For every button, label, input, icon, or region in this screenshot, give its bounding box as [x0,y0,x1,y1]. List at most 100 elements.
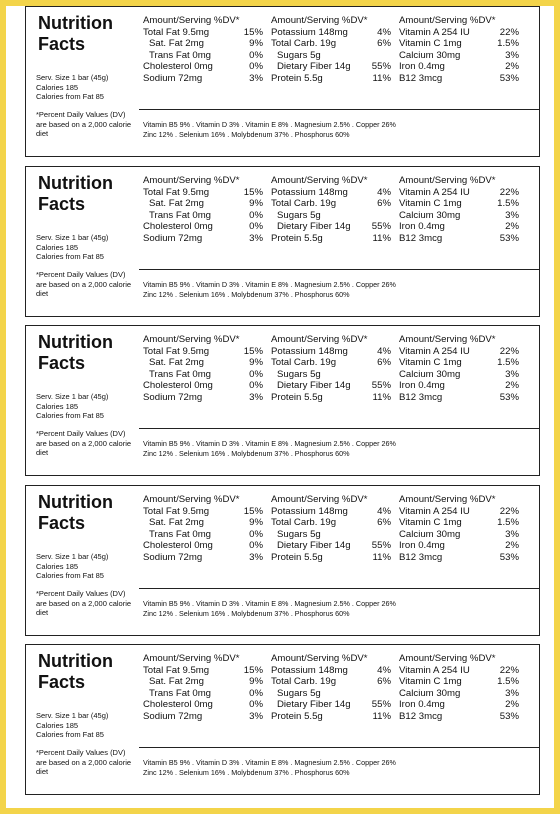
nutrient-dv: 55% [371,699,391,710]
micronutrient-line: Zinc 12% . Selenium 16% . Molybdenum 37%… [143,609,350,618]
nutrient-name: Potassium 148mg [271,345,348,357]
nutrient-dv: 0% [249,380,263,391]
nutrient-dv: 53% [499,551,519,563]
title-line: Nutrition [38,13,113,33]
nutrient-dv: 0% [249,221,263,232]
nutrient-name: Vitamin A 254 IU [399,664,470,676]
title-line: Nutrition [38,651,113,671]
nutrient-name: Vitamin C 1mg [399,517,462,528]
micronutrient-line: Zinc 12% . Selenium 16% . Molybdenum 37%… [143,449,350,458]
nutrient-dv: 0% [249,540,263,551]
micronutrient-line: Zinc 12% . Selenium 16% . Molybdenum 37%… [143,768,350,777]
nutrient-dv: 11% [372,710,392,722]
nutrient-dv: 9% [249,198,263,209]
nutrient-name: Dietary Fiber 14g [277,540,351,551]
nutrient-row: Sodium 72mg 3% [143,392,263,404]
nutrition-label: Nutrition Facts Serv. Size 1 bar (45g) Calo… [25,485,540,636]
nutrient-row: Iron 0.4mg 2% [399,221,519,233]
nutrient-row: Dietary Fiber 14g 55% [271,380,391,392]
nutrient-dv: 3% [249,391,263,403]
nutrient-row: Potassium 148mg 4% [271,346,391,358]
nutrient-name: Protein 5.5g [271,232,323,244]
nutrient-row: Sodium 72mg 3% [143,552,263,564]
nutrient-dv: 11% [372,391,392,403]
serving-line: Calories from Fat 85 [36,252,104,261]
nutrient-dv: 2% [505,699,519,710]
nutrient-name: Total Fat 9.5mg [143,186,210,198]
nutrient-name: Iron 0.4mg [399,380,445,391]
nutrient-row: Sat. Fat 2mg 9% [143,357,263,369]
nutrient-name: Total Carb. 19g [271,517,337,528]
nutrient-dv: 4% [377,186,391,198]
nutrient-column: Amount/Serving %DV* Vitamin A 254 IU 22% Vi… [399,175,519,244]
nutrient-dv: 22% [499,186,519,198]
nutrient-column: Amount/Serving %DV* Total Fat 9.5mg 15% Sat… [143,175,263,244]
nutrient-dv: 3% [505,49,519,61]
nutrient-name: Sat. Fat 2mg [149,357,204,368]
nutrient-name: Cholesterol 0mg [143,221,213,232]
nutrient-name: Potassium 148mg [271,505,348,517]
nutrient-dv: 1.5% [497,198,519,209]
nutrient-dv: 22% [499,505,519,517]
nutrient-row: Dietary Fiber 14g 55% [271,540,391,552]
column-header: Amount/Serving %DV* [143,15,240,26]
micronutrient-line: Vitamin B5 9% . Vitamin D 3% . Vitamin E… [143,758,396,767]
nutrient-dv: 9% [249,676,263,687]
column-header: Amount/Serving %DV* [399,15,496,26]
column-header: Amount/Serving %DV* [271,653,368,664]
nutrient-column: Amount/Serving %DV* Vitamin A 254 IU 22% Vi… [399,494,519,563]
nutrient-name: Potassium 148mg [271,664,348,676]
nutrient-row: Total Fat 9.5mg 15% [143,506,263,518]
column-header: Amount/Serving %DV* [143,494,240,505]
nutrient-dv: 0% [249,699,263,710]
column-header: Amount/Serving %DV* [271,15,368,26]
nutrient-dv: 0% [249,528,263,540]
nutrient-name: Vitamin A 254 IU [399,505,470,517]
nutrient-row: Calcium 30mg 3% [399,529,519,541]
nutrition-label: Nutrition Facts Serv. Size 1 bar (45g) Calo… [25,6,540,157]
nutrient-dv: 3% [249,232,263,244]
nutrient-column: Amount/Serving %DV* Vitamin A 254 IU 22% Vi… [399,334,519,403]
dv-footnote: *Percent Daily Values (DV) are based on … [36,429,132,457]
micronutrient-list: Vitamin B5 9% . Vitamin D 3% . Vitamin E… [143,120,533,140]
nutrient-dv: 9% [249,38,263,49]
column-header: Amount/Serving %DV* [143,653,240,664]
nutrient-dv: 4% [377,26,391,38]
nutrient-row: B12 3mcg 53% [399,552,519,564]
nutrient-row: Trans Fat 0mg 0% [143,529,263,541]
serving-line: Calories 185 [36,242,79,252]
nutrient-dv: 3% [249,551,263,563]
nutrient-column: Amount/Serving %DV* Total Fat 9.5mg 15% Sat… [143,653,263,722]
section-divider [139,109,539,110]
nutrient-name: Protein 5.5g [271,710,323,722]
nutrient-name: Vitamin A 254 IU [399,345,470,357]
nutrient-name: Vitamin C 1mg [399,357,462,368]
nutrient-dv: 15% [243,186,263,198]
nutrient-dv: 22% [499,345,519,357]
nutrient-row: Cholesterol 0mg 0% [143,61,263,73]
nutrient-row: B12 3mcg 53% [399,392,519,404]
nutrient-name: Cholesterol 0mg [143,61,213,72]
title-line: Facts [38,353,86,373]
nutrient-row: B12 3mcg 53% [399,73,519,85]
nutrient-column: Amount/Serving %DV* Vitamin A 254 IU 22% Vi… [399,653,519,722]
serving-line: Serv. Size 1 bar (45g) [36,552,109,561]
nutrient-row: Calcium 30mg 3% [399,688,519,700]
nutrient-name: Total Fat 9.5mg [143,505,210,517]
nutrient-row: B12 3mcg 53% [399,233,519,245]
nutrient-row: Sat. Fat 2mg 9% [143,517,263,529]
nutrient-name: Total Fat 9.5mg [143,26,210,38]
micronutrient-line: Vitamin B5 9% . Vitamin D 3% . Vitamin E… [143,439,396,448]
nutrient-dv: 3% [505,368,519,380]
nutrient-name: Calcium 30mg [399,528,461,540]
nutrient-row: Vitamin C 1mg 1.5% [399,676,519,688]
nutrient-dv: 1.5% [497,517,519,528]
nutrient-dv: 53% [499,710,519,722]
nutrient-name: Vitamin A 254 IU [399,26,470,38]
serving-line: Calories 185 [36,82,79,92]
nutrient-name: Sugars 5g [277,687,321,699]
nutrient-row: Total Fat 9.5mg 15% [143,346,263,358]
nutrient-row: Iron 0.4mg 2% [399,540,519,552]
section-divider [139,747,539,748]
nutrient-name: Vitamin A 254 IU [399,186,470,198]
